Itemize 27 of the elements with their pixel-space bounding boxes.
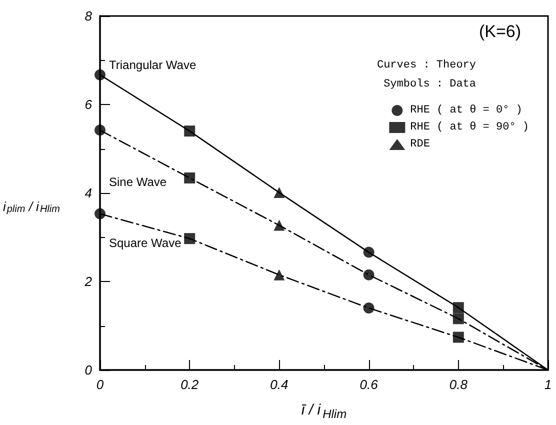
annotation: Symbols : Data — [384, 78, 476, 90]
x-tick-label: 0.8 — [449, 377, 468, 392]
y-tick-label: 0 — [84, 362, 93, 378]
y-tick-label: 8 — [84, 8, 93, 24]
annotation: Curves : Theory — [376, 60, 476, 72]
chart-title: (K=6) — [478, 22, 522, 41]
x-tick-label: 0.4 — [270, 377, 288, 392]
point — [94, 69, 106, 80]
point — [184, 172, 196, 184]
point — [94, 124, 106, 136]
point — [274, 220, 285, 231]
y-tick-label: 2 — [84, 274, 93, 289]
legend-label: RDE — [410, 138, 430, 150]
series-label: Sine Wave — [109, 175, 167, 190]
x-tick-label: 0.2 — [180, 377, 200, 392]
legend-label: RHE ( at θ = 0° ) — [410, 104, 522, 116]
series-label: Triangular Wave — [109, 58, 196, 72]
point — [94, 208, 106, 220]
x-tick-label: 1 — [544, 377, 552, 392]
legend-label: RHE ( at θ = 90° ) — [410, 122, 530, 134]
point — [452, 313, 464, 324]
x-tick-label: 0.6 — [360, 377, 379, 392]
series-label: Square Wave — [109, 236, 182, 250]
point — [274, 269, 285, 280]
y-tick-label: 4 — [84, 186, 92, 200]
x-tick-label: 0 — [96, 377, 104, 392]
y-tick-label: 6 — [84, 97, 93, 112]
